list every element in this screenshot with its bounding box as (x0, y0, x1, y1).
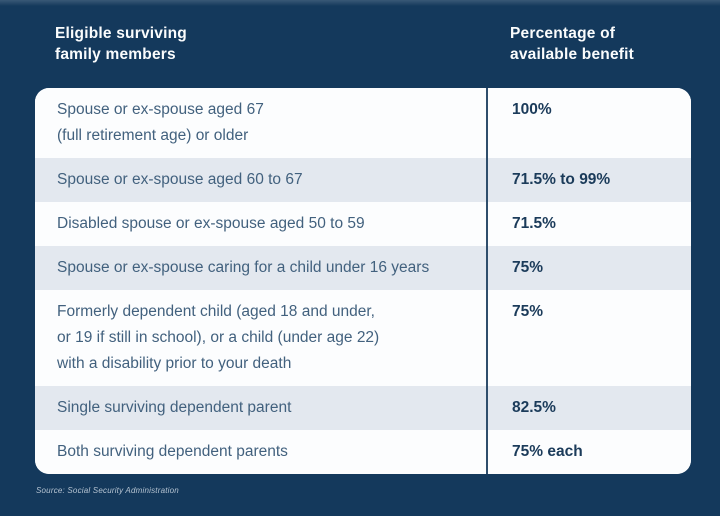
table-row: Disabled spouse or ex-spouse aged 50 to … (35, 202, 691, 246)
benefit-cell: 75% (512, 303, 544, 320)
source-note: Source: Social Security Administration (36, 486, 179, 495)
benefit-cell: 82.5% (512, 399, 556, 416)
benefit-cell: 71.5% to 99% (512, 171, 611, 188)
member-cell: Both surviving dependent parents (57, 443, 288, 460)
table-row: Spouse or ex-spouse caring for a child u… (35, 246, 691, 290)
table-row: Formerly dependent child (aged 18 and un… (35, 290, 691, 386)
benefit-cell: 71.5% (512, 215, 556, 232)
table-row: Spouse or ex-spouse aged 60 to 67 71.5% … (35, 158, 691, 202)
column-header-members: Eligible surviving family members (55, 25, 187, 63)
table-row: Spouse or ex-spouse aged 67 (full retire… (35, 88, 691, 158)
benefits-table: Spouse or ex-spouse aged 67 (full retire… (35, 88, 691, 474)
member-cell: Formerly dependent child (aged 18 and un… (57, 303, 380, 372)
column-divider (486, 88, 488, 474)
benefit-cell: 100% (512, 101, 552, 118)
member-cell: Spouse or ex-spouse aged 60 to 67 (57, 171, 303, 188)
member-cell: Disabled spouse or ex-spouse aged 50 to … (57, 215, 365, 232)
benefit-cell: 75% each (512, 443, 583, 460)
table-row: Both surviving dependent parents 75% eac… (35, 430, 691, 474)
member-cell: Spouse or ex-spouse aged 67 (full retire… (57, 101, 264, 144)
member-cell: Single surviving dependent parent (57, 399, 292, 416)
column-header-benefit: Percentage of available benefit (510, 25, 635, 63)
benefit-cell: 75% (512, 259, 544, 276)
table-row: Single surviving dependent parent 82.5% (35, 386, 691, 430)
member-cell: Spouse or ex-spouse caring for a child u… (57, 259, 430, 276)
